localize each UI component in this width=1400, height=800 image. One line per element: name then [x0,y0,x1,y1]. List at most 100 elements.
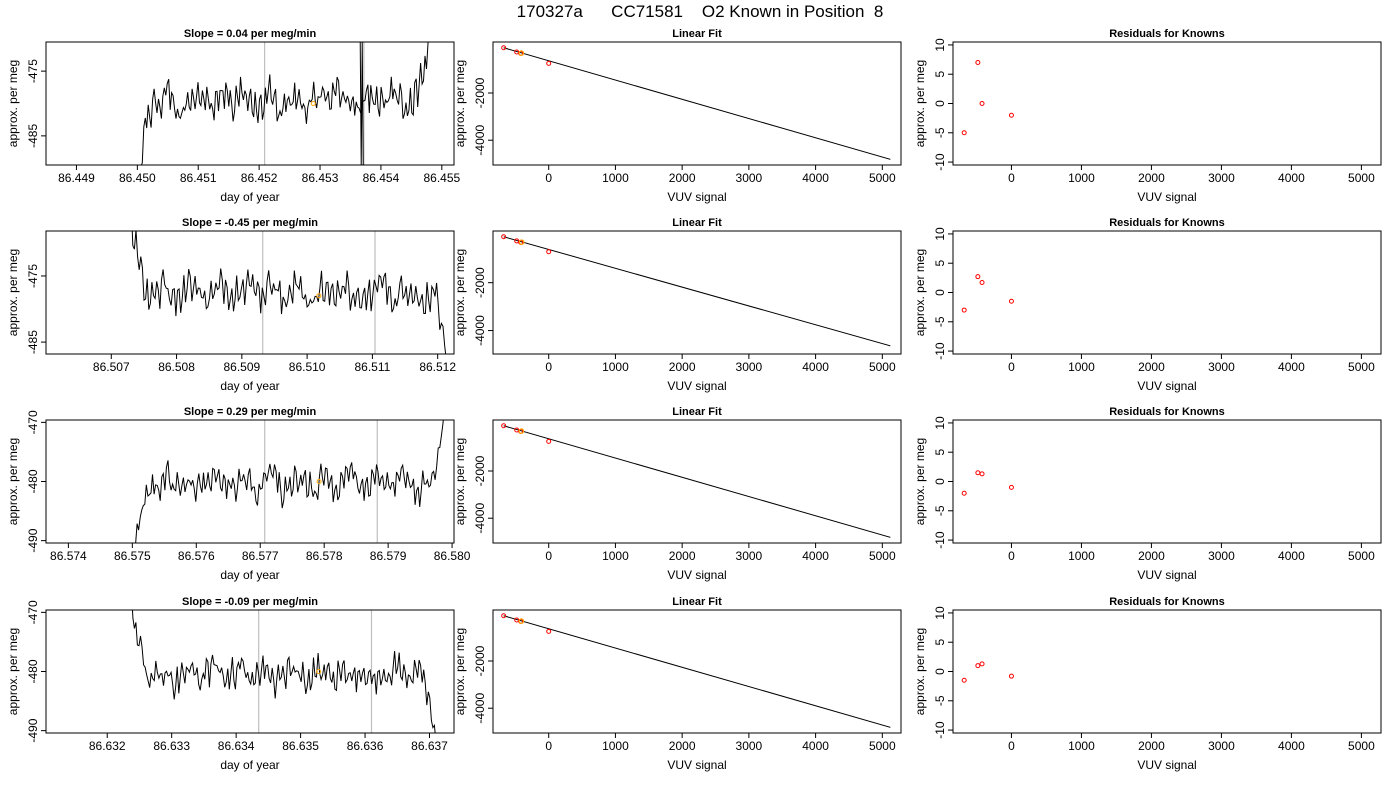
residual-point [979,471,985,477]
x-axis-label: day of year [220,190,279,204]
y-axis-label: approx. per meg [913,438,927,525]
x-tick-label: 3000 [1208,171,1235,185]
signal-trace [131,610,436,733]
known-marker [310,101,316,106]
x-tick-label: 4000 [802,360,829,374]
y-tick-label: 0 [933,100,947,107]
plot-frame [952,419,1382,544]
plot-area [131,610,436,733]
y-tick-label: -10 [933,153,947,171]
plot-frame [45,609,455,734]
x-tick-label: 4000 [1278,739,1305,753]
y-axis-label: approx. per meg [453,249,467,336]
y-tick-label: -10 [933,721,947,739]
x-axis-label: VUV signal [1137,568,1196,582]
y-tick-label: 5 [933,71,947,78]
plot-frame [952,41,1382,166]
x-tick-label: 1000 [1068,549,1095,563]
x-tick-label: 86.449 [58,171,95,185]
highlight-point [518,618,525,624]
y-tick-label: -5 [933,505,947,516]
plot-frame [492,419,902,544]
plot-area [961,274,1014,313]
plot-area [501,613,891,728]
residual-point [975,663,981,669]
x-tick-label: 86.575 [114,549,151,563]
data-point [501,45,507,51]
y-tick-label: -5 [933,316,947,327]
y-axis-label: approx. per meg [6,628,20,715]
y-tick-label: 10 [933,38,947,52]
x-tick-label: 86.507 [93,360,130,374]
y-tick-label: -475 [26,59,40,83]
x-tick-label: 86.636 [347,739,384,753]
y-tick-label: -5 [933,127,947,138]
residual-point [979,661,985,667]
plot-area [961,60,1014,136]
data-point [546,438,552,444]
data-point [501,613,507,619]
x-tick-label: 3000 [736,549,763,563]
x-tick-label: 2000 [669,739,696,753]
x-tick-label: 4000 [1278,360,1305,374]
panel-title: Slope = 0.29 per meg/min [184,406,317,418]
data-point [546,628,552,634]
x-tick-label: 2000 [1138,549,1165,563]
y-axis-label: approx. per meg [453,438,467,525]
x-tick-label: 86.633 [153,739,190,753]
x-tick-label: 86.578 [306,549,343,563]
data-point [546,60,552,66]
x-tick-label: 5000 [869,549,896,563]
y-tick-label: -4000 [473,503,487,534]
y-axis-label: approx. per meg [913,60,927,147]
known-marker [316,669,322,674]
x-tick-label: 5000 [1348,360,1375,374]
panel-1-2: Linear Fit 0 1000 2000 3000 4000 5000 -4000 -200… [453,28,902,204]
x-tick-label: 86.452 [241,171,278,185]
x-tick-label: 86.576 [178,549,215,563]
y-axis-label: approx. per meg [913,249,927,336]
x-tick-label: 86.580 [434,549,471,563]
plot-frame [952,609,1382,734]
x-axis-label: VUV signal [667,379,726,393]
spike-artifact [359,42,364,165]
x-axis-label: day of year [220,568,279,582]
residual-point [1008,673,1014,679]
y-tick-label: -4000 [473,125,487,156]
x-tick-label: 1000 [1068,739,1095,753]
y-tick-label: -480 [26,659,40,683]
panel-3-1: Slope = 0.29 per meg/min 86.574 86.575 86.5… [6,406,471,582]
y-tick-label: 5 [933,449,947,456]
y-tick-label: -4000 [473,693,487,724]
panel-3-2: Linear Fit 0 1000 2000 3000 4000 5000 -4000 -200… [453,406,902,582]
residual-point [975,60,981,65]
residual-point [979,101,985,106]
plot-frame [45,41,455,166]
x-tick-label: 86.455 [423,171,460,185]
panel-title: Linear Fit [672,596,722,608]
highlight-point [518,239,525,245]
fit-line [503,615,891,728]
x-tick-label: 3000 [736,739,763,753]
y-tick-label: -485 [26,124,40,148]
x-tick-label: 4000 [802,549,829,563]
highlight-point [518,50,525,56]
x-axis-label: VUV signal [667,568,726,582]
y-tick-label: -2000 [473,645,487,676]
x-axis-label: day of year [220,758,279,772]
y-tick-label: 10 [933,227,947,241]
plot-area [140,42,429,165]
panel-4-3: Residuals for Knowns 0 1000 2000 3000 4000 500… [913,596,1382,772]
x-tick-label: 2000 [669,360,696,374]
x-tick-label: 4000 [1278,549,1305,563]
y-axis-label: approx. per meg [453,60,467,147]
x-tick-label: 5000 [1348,171,1375,185]
panel-2-1: Slope = -0.45 per meg/min 86.507 86.508 86.… [6,217,456,393]
residual-point [1008,484,1014,490]
plot-frame [492,609,902,734]
x-tick-label: 1000 [1068,171,1095,185]
plot-frame [45,419,455,544]
y-tick-label: -4000 [473,315,487,346]
x-tick-label: 1000 [602,360,629,374]
signal-trace [135,420,444,543]
